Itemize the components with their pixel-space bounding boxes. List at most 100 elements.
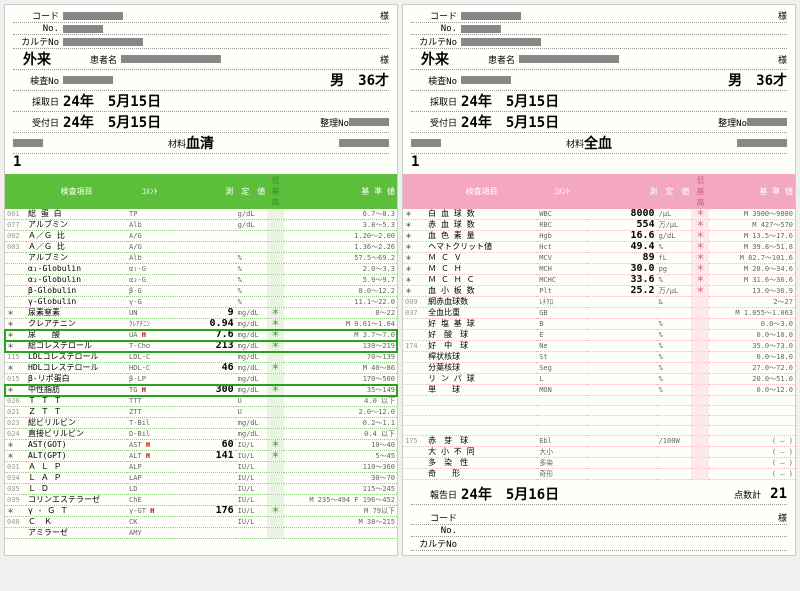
test-abbr: UA H: [127, 330, 172, 341]
row-num: 020: [5, 396, 26, 407]
row-num: 034: [5, 473, 26, 484]
row-num: 031: [5, 462, 26, 473]
test-range: 2.0〜3.3: [284, 264, 397, 275]
test-item: Ｍ Ｃ Ｈ: [426, 264, 537, 275]
test-value: 33.6: [587, 275, 656, 286]
row-num: ＊: [5, 363, 26, 374]
test-unit: [657, 458, 692, 469]
test-abbr: LAP: [127, 473, 172, 484]
sama: 様: [380, 53, 389, 66]
row-num: [403, 458, 426, 469]
table-row: 175赤 芽 球Ebl /100W( — ): [403, 436, 795, 447]
patient-label: 患者名: [71, 53, 121, 66]
test-range: 130〜219: [284, 341, 397, 352]
test-item: Ｃ Ｋ: [26, 517, 127, 528]
test-unit: [657, 426, 692, 436]
row-num: ＊: [5, 319, 26, 330]
table-row: ＊尿素窒素UN 9mg/dL＊8〜22: [5, 308, 397, 319]
col-num: [5, 174, 26, 209]
test-item: 赤 芽 球: [426, 436, 537, 447]
test-lh: [691, 436, 709, 447]
table-row: 002Ａ／Ｇ 比A/G 1.20〜2.00: [5, 231, 397, 242]
test-unit: mg/dL: [236, 330, 268, 341]
material: 血清: [186, 133, 214, 153]
table-row: 009網赤血球数ﾚﾁｸﾛ ‰2〜27: [403, 297, 795, 308]
row-num: [403, 363, 426, 374]
test-unit: [657, 406, 692, 416]
row-num: ＊: [403, 275, 426, 286]
row-num: 035: [5, 484, 26, 495]
no-label: No.: [411, 526, 461, 536]
test-lh: ＊: [267, 341, 283, 352]
table-row: 174好 中 球Ne %35.0〜73.0: [403, 341, 795, 352]
test-range: [709, 416, 795, 426]
test-unit: %: [657, 374, 692, 385]
test-value: [587, 396, 656, 406]
test-item: アミラーゼ: [26, 528, 127, 539]
test-range: 0.0〜12.0: [709, 385, 795, 396]
redact: [63, 25, 103, 33]
test-lh: ＊: [691, 220, 709, 231]
test-item: 分葉核球: [426, 363, 537, 374]
test-range: M 40〜86: [284, 363, 397, 374]
test-range: 0.0〜3.0: [709, 319, 795, 330]
row-num: ＊: [403, 264, 426, 275]
row-num: [403, 330, 426, 341]
redact: [121, 55, 221, 63]
material-label: 材料: [566, 137, 584, 150]
test-lh: [691, 297, 709, 308]
test-unit: %: [657, 242, 692, 253]
table-row: ＊赤 血 球 数RBC 554万/μL＊M 427〜570: [403, 220, 795, 231]
table-row: 024直接ビリルビンD-Bil mg/dL0.4 以下: [5, 429, 397, 440]
test-unit: [236, 242, 268, 253]
test-unit: mg/dL: [236, 352, 268, 363]
row-num: ＊: [5, 440, 26, 451]
col-comment: ｺﾒﾝﾄ: [537, 174, 587, 209]
row-num: 040: [5, 517, 26, 528]
test-range: 57.5〜69.2: [284, 253, 397, 264]
test-abbr: MCV: [537, 253, 587, 264]
test-value: 25.2: [587, 286, 656, 297]
test-lh: [691, 363, 709, 374]
test-unit: [657, 447, 692, 458]
test-range: 8.0〜12.2: [284, 286, 397, 297]
col-lh: 低 基 高: [691, 174, 709, 209]
test-unit: fL: [657, 253, 692, 264]
test-range: 35.0〜73.0: [709, 341, 795, 352]
test-range: M 38〜215: [284, 517, 397, 528]
test-value: [173, 286, 236, 297]
test-unit: g/dL: [236, 220, 268, 231]
col-range: 基 準 値: [709, 174, 795, 209]
test-item: 赤 血 球 数: [426, 220, 537, 231]
test-unit: U: [236, 407, 268, 418]
test-item: Ａ／Ｇ 比: [26, 231, 127, 242]
visit-type: 外来: [23, 49, 51, 69]
test-unit: %: [657, 363, 692, 374]
table-row: ＊クレアチニンｸﾚｱﾁﾆﾝ 0.94mg/dL＊M 0.61〜1.04: [5, 319, 397, 330]
test-unit: mg/dL: [236, 374, 268, 385]
test-lh: [691, 458, 709, 469]
sama: 様: [380, 9, 389, 22]
col-value: 測 定 値: [587, 174, 691, 209]
test-item: Ｌ Ｄ: [26, 484, 127, 495]
test-value: [173, 253, 236, 264]
table-row: 115LDLコレステロールLDL-C mg/dL70〜139: [5, 352, 397, 363]
test-unit: %: [657, 330, 692, 341]
test-value: 176: [173, 506, 236, 517]
col-item: 検査項目: [26, 174, 127, 209]
test-item: 血 小 板 数: [426, 286, 537, 297]
redact: [737, 139, 787, 147]
test-item: α₂-Globulin: [26, 275, 127, 286]
sheet-index: 1: [411, 154, 787, 170]
test-range: 0.0〜18.0: [709, 352, 795, 363]
test-lh: ＊: [691, 231, 709, 242]
test-range: [284, 528, 397, 539]
test-value: [173, 264, 236, 275]
col-comment: ｺﾒﾝﾄ: [127, 174, 172, 209]
test-lh: [267, 418, 283, 429]
test-range: ( — ): [709, 469, 795, 480]
test-range: ( — ): [709, 458, 795, 469]
test-lh: ＊: [267, 440, 283, 451]
test-item: 総コレステロール: [26, 341, 127, 352]
test-range: M 427〜570: [709, 220, 795, 231]
